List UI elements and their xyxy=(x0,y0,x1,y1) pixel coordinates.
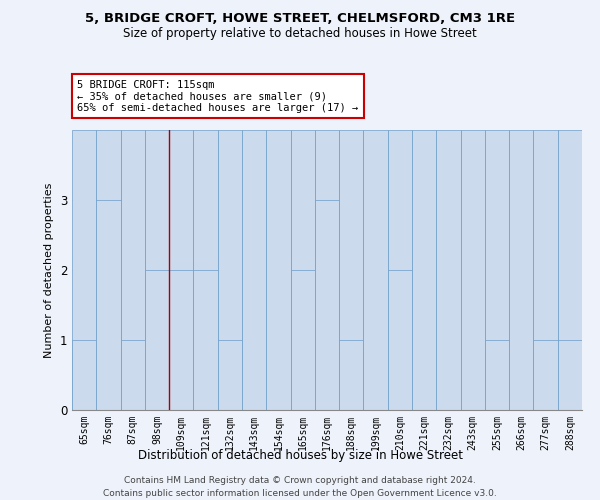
Text: Contains public sector information licensed under the Open Government Licence v3: Contains public sector information licen… xyxy=(103,488,497,498)
Bar xyxy=(339,130,364,410)
Bar xyxy=(533,130,558,410)
Bar xyxy=(169,270,193,410)
Text: Contains HM Land Registry data © Crown copyright and database right 2024.: Contains HM Land Registry data © Crown c… xyxy=(124,476,476,485)
Bar xyxy=(315,200,339,410)
Bar xyxy=(339,340,364,410)
Bar xyxy=(388,130,412,410)
Bar xyxy=(121,130,145,410)
Bar xyxy=(96,200,121,410)
Text: 5, BRIDGE CROFT, HOWE STREET, CHELMSFORD, CM3 1RE: 5, BRIDGE CROFT, HOWE STREET, CHELMSFORD… xyxy=(85,12,515,26)
Bar xyxy=(412,130,436,410)
Bar xyxy=(218,340,242,410)
Bar xyxy=(266,130,290,410)
Bar xyxy=(242,130,266,410)
Bar xyxy=(193,270,218,410)
Bar xyxy=(436,130,461,410)
Text: Distribution of detached houses by size in Howe Street: Distribution of detached houses by size … xyxy=(137,448,463,462)
Bar xyxy=(558,130,582,410)
Bar xyxy=(169,130,193,410)
Bar xyxy=(145,270,169,410)
Bar xyxy=(218,130,242,410)
Bar xyxy=(533,340,558,410)
Bar xyxy=(485,340,509,410)
Text: Size of property relative to detached houses in Howe Street: Size of property relative to detached ho… xyxy=(123,28,477,40)
Bar xyxy=(193,130,218,410)
Bar xyxy=(509,130,533,410)
Bar xyxy=(315,130,339,410)
Bar xyxy=(485,130,509,410)
Bar xyxy=(461,130,485,410)
Bar xyxy=(388,270,412,410)
Bar xyxy=(364,130,388,410)
Bar xyxy=(145,130,169,410)
Bar xyxy=(121,340,145,410)
Text: 5 BRIDGE CROFT: 115sqm
← 35% of detached houses are smaller (9)
65% of semi-deta: 5 BRIDGE CROFT: 115sqm ← 35% of detached… xyxy=(77,80,358,113)
Y-axis label: Number of detached properties: Number of detached properties xyxy=(44,182,54,358)
Bar xyxy=(290,130,315,410)
Bar xyxy=(72,130,96,410)
Bar xyxy=(290,270,315,410)
Bar xyxy=(96,130,121,410)
Bar xyxy=(72,340,96,410)
Bar xyxy=(558,340,582,410)
